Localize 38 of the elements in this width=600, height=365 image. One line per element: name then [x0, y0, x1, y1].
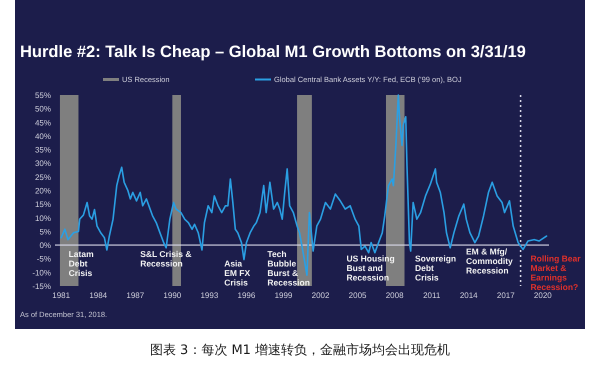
annotation: S&L Crisis & Recession	[140, 249, 192, 268]
y-tick-label: 45%	[34, 118, 51, 128]
x-tick-label: 2005	[348, 291, 368, 300]
x-tick-label: 1993	[200, 291, 219, 300]
y-tick-label: 10%	[34, 214, 51, 223]
x-tick-label: 1981	[52, 291, 71, 300]
x-tick-label: 2017	[496, 291, 516, 300]
y-tick-label: 40%	[34, 132, 51, 141]
annotation: Sovereign Debt Crisis	[415, 253, 456, 282]
text: 图表 3：每次 M1 增速转负，金融市场均会出现危机	[150, 343, 450, 358]
y-tick-label: 5%	[39, 227, 51, 236]
annotation: Rolling Bear Market & Earnings Recession?	[530, 253, 582, 292]
x-tick-label: 2020	[534, 291, 552, 300]
annotation: US Housing Bust and Recession	[346, 253, 395, 282]
x-tick-label: 2014	[460, 291, 478, 300]
y-tick-label: 35%	[34, 146, 51, 155]
y-tick-label: 30%	[34, 159, 51, 168]
x-tick-label: 1999	[274, 291, 293, 300]
y-tick-label: 20%	[34, 186, 51, 196]
x-tick-label: 1996	[238, 291, 256, 300]
y-tick-label: 0%	[39, 241, 51, 250]
y-tick-label: 55%	[34, 91, 51, 100]
y-tick-label: 25%	[34, 172, 51, 182]
x-tick-label: 2002	[312, 291, 330, 300]
x-tick-label: 2011	[423, 291, 441, 300]
annotation: Tech Bubble Burst & Recession	[267, 249, 310, 288]
x-tick-label: 1984	[89, 291, 108, 300]
y-tick-label: -5%	[36, 254, 51, 264]
y-tick-label: -15%	[32, 282, 51, 291]
annotation: Asia EM FX Crisis	[224, 258, 251, 288]
x-tick-label: 1987	[126, 291, 145, 300]
y-tick-label: 15%	[34, 200, 51, 210]
y-tick-label: 50%	[34, 104, 51, 114]
x-tick-label: 2008	[386, 291, 404, 300]
y-tick-label: -10%	[32, 268, 51, 278]
annotation: EM & Mfg/ Commodity Recession	[466, 246, 514, 276]
x-tick-label: 1990	[163, 291, 182, 300]
chart-title: Hurdle #2: Talk Is Cheap – Global M1 Growth Bottoms on 3/31/19	[20, 43, 526, 61]
